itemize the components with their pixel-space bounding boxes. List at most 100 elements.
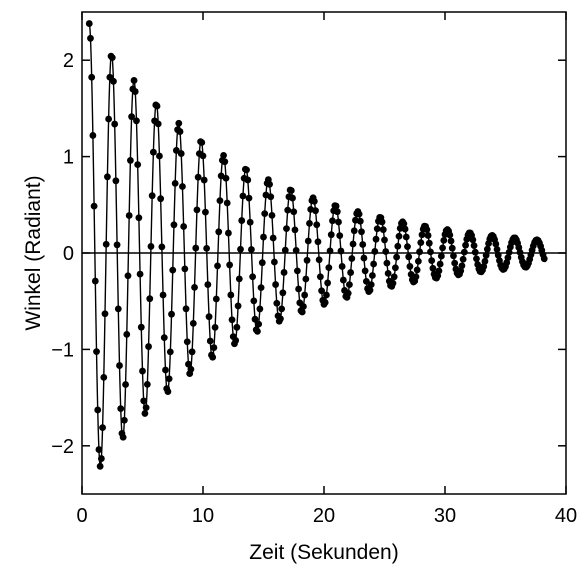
data-point bbox=[159, 291, 167, 299]
data-point bbox=[191, 283, 198, 291]
data-point bbox=[437, 252, 445, 260]
data-point bbox=[244, 176, 252, 184]
data-point bbox=[188, 348, 196, 356]
data-point bbox=[473, 255, 480, 263]
data-point bbox=[321, 299, 329, 306]
data-point bbox=[226, 261, 234, 269]
data-point bbox=[149, 148, 157, 156]
data-point bbox=[139, 367, 146, 375]
x-tick-label: 10 bbox=[192, 505, 214, 527]
data-point bbox=[389, 279, 397, 287]
data-point bbox=[147, 243, 155, 250]
data-point bbox=[169, 266, 177, 274]
y-tick-label: 2 bbox=[63, 50, 74, 72]
data-point bbox=[134, 161, 142, 168]
data-point bbox=[327, 231, 335, 239]
data-point bbox=[279, 289, 287, 297]
data-point bbox=[104, 173, 111, 181]
x-axis-label: Zeit (Sekunden) bbox=[249, 541, 398, 564]
data-point bbox=[462, 241, 469, 249]
x-tick-label: 0 bbox=[76, 505, 87, 527]
data-point bbox=[481, 257, 489, 265]
data-point bbox=[95, 446, 103, 453]
data-point bbox=[492, 240, 500, 248]
data-point bbox=[133, 117, 140, 125]
y-tick-label: 0 bbox=[63, 243, 74, 265]
data-point bbox=[372, 235, 380, 243]
data-point bbox=[400, 220, 408, 228]
data-point bbox=[450, 252, 457, 260]
data-point bbox=[323, 291, 330, 299]
data-point bbox=[179, 183, 186, 190]
data-point bbox=[281, 246, 289, 254]
data-point bbox=[379, 226, 387, 234]
data-point bbox=[96, 462, 104, 470]
data-point bbox=[469, 236, 477, 244]
data-point bbox=[417, 239, 425, 247]
data-point bbox=[126, 157, 134, 164]
data-point bbox=[210, 344, 218, 351]
data-point bbox=[303, 256, 311, 264]
data-point bbox=[361, 267, 369, 275]
data-point bbox=[266, 180, 273, 188]
data-point bbox=[401, 225, 409, 233]
data-point bbox=[119, 433, 127, 441]
data-point bbox=[333, 208, 341, 216]
data-point bbox=[209, 353, 217, 361]
data-point bbox=[220, 152, 227, 159]
y-axis-label: Winkel (Radiant) bbox=[22, 175, 45, 330]
y-tick-label: 1 bbox=[63, 147, 74, 169]
data-point bbox=[235, 275, 243, 283]
data-point bbox=[227, 291, 235, 299]
data-points bbox=[85, 20, 548, 470]
data-point bbox=[170, 221, 178, 229]
y-tick-label: −2 bbox=[51, 436, 74, 458]
data-point bbox=[248, 246, 255, 253]
data-point bbox=[540, 255, 548, 263]
data-point bbox=[335, 218, 342, 226]
data-point bbox=[166, 348, 174, 356]
data-point bbox=[381, 236, 388, 244]
data-point bbox=[156, 152, 163, 160]
data-point bbox=[140, 397, 148, 405]
data-point bbox=[371, 248, 379, 255]
data-point bbox=[447, 237, 455, 245]
data-point bbox=[293, 267, 301, 275]
data-point bbox=[88, 73, 96, 81]
data-point bbox=[324, 279, 332, 287]
x-tick-label: 30 bbox=[434, 505, 456, 527]
data-point bbox=[87, 34, 94, 42]
data-point bbox=[273, 299, 281, 307]
data-point bbox=[424, 232, 432, 239]
data-point bbox=[122, 381, 129, 388]
data-point bbox=[316, 273, 324, 281]
data-point bbox=[249, 273, 257, 281]
data-point bbox=[124, 272, 132, 280]
data-point bbox=[254, 327, 261, 335]
data-point bbox=[314, 238, 322, 246]
data-point bbox=[459, 255, 467, 263]
data-point bbox=[94, 406, 102, 414]
data-point bbox=[390, 273, 398, 281]
data-point bbox=[378, 218, 386, 226]
data-point bbox=[277, 315, 284, 323]
data-point bbox=[267, 193, 275, 201]
data-point bbox=[237, 245, 244, 253]
data-point bbox=[243, 166, 250, 174]
data-point bbox=[284, 206, 292, 214]
data-point bbox=[221, 158, 229, 166]
data-point bbox=[292, 246, 300, 254]
data-point bbox=[123, 330, 131, 338]
data-point bbox=[439, 244, 446, 252]
data-point bbox=[256, 305, 264, 313]
data-point bbox=[141, 410, 149, 417]
data-point bbox=[255, 320, 263, 328]
data-point bbox=[289, 194, 296, 202]
y-tick-label: −1 bbox=[51, 339, 74, 361]
data-point bbox=[413, 266, 421, 274]
data-point bbox=[85, 20, 93, 27]
data-point bbox=[406, 263, 414, 270]
data-point bbox=[336, 232, 344, 240]
data-point bbox=[359, 241, 367, 248]
